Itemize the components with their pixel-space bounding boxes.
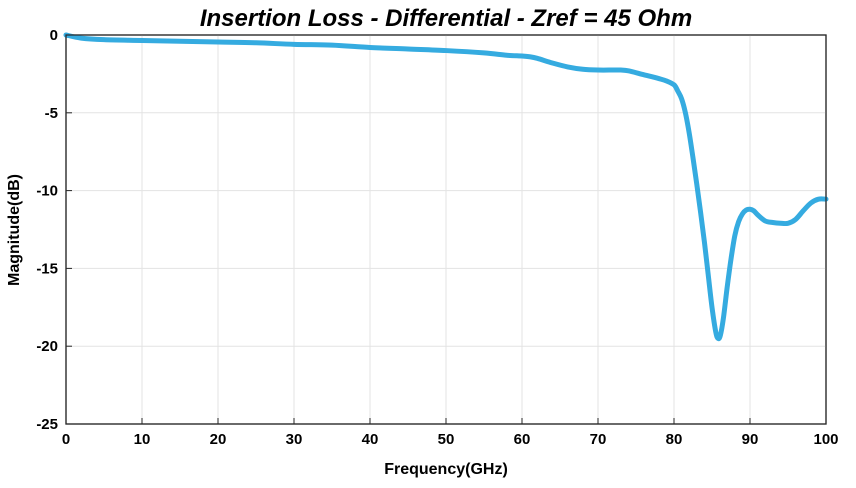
x-axis-label: Frequency(GHz) (384, 461, 508, 478)
x-tick-label: 50 (438, 431, 455, 448)
x-axis-ticks: 0 10 20 30 40 50 60 70 80 90 100 (62, 418, 839, 448)
x-tick-label: 10 (134, 431, 151, 448)
y-tick-label: -5 (45, 105, 58, 122)
y-tick-label: 0 (50, 27, 58, 44)
y-tick-label: -15 (36, 260, 58, 277)
y-axis-label: Magnitude(dB) (6, 174, 23, 286)
x-tick-label: 70 (590, 431, 607, 448)
x-tick-label: 90 (742, 431, 759, 448)
x-tick-label: 80 (666, 431, 683, 448)
x-tick-label: 30 (286, 431, 303, 448)
y-tick-label: -20 (36, 338, 58, 355)
x-tick-label: 60 (514, 431, 531, 448)
y-axis-ticks: 0 -5 -10 -15 -20 -25 (36, 27, 72, 433)
x-tick-label: 40 (362, 431, 379, 448)
series-line-insertion-loss (63, 32, 829, 342)
y-tick-label: -25 (36, 416, 58, 433)
x-tick-label: 20 (210, 431, 227, 448)
x-tick-label: 0 (62, 431, 70, 448)
x-tick-label: 100 (813, 431, 838, 448)
chart-title: Insertion Loss - Differential - Zref = 4… (200, 5, 692, 32)
y-tick-label: -10 (36, 183, 58, 200)
series-layer (63, 32, 829, 342)
